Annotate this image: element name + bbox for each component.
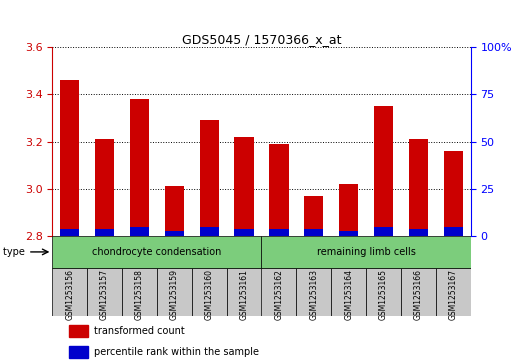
Bar bbox=[409, 139, 428, 236]
Text: GSM1253161: GSM1253161 bbox=[240, 269, 248, 321]
Text: GSM1253157: GSM1253157 bbox=[100, 269, 109, 321]
Text: chondrocyte condensation: chondrocyte condensation bbox=[92, 247, 222, 257]
Text: percentile rank within the sample: percentile rank within the sample bbox=[94, 347, 259, 357]
Text: GSM1253159: GSM1253159 bbox=[170, 269, 179, 321]
Bar bbox=[69, 346, 88, 358]
Bar bbox=[444, 227, 463, 236]
Bar bbox=[234, 137, 254, 236]
Bar bbox=[200, 121, 219, 236]
Bar bbox=[200, 227, 219, 236]
Bar bbox=[304, 229, 323, 236]
Bar bbox=[374, 106, 393, 236]
Bar bbox=[87, 268, 122, 316]
Bar bbox=[339, 231, 358, 236]
Bar bbox=[52, 268, 87, 316]
Text: GSM1253164: GSM1253164 bbox=[344, 269, 353, 321]
Bar bbox=[52, 236, 262, 268]
Bar bbox=[165, 187, 184, 236]
Text: GSM1253163: GSM1253163 bbox=[309, 269, 319, 321]
Bar bbox=[269, 229, 289, 236]
Bar bbox=[122, 268, 157, 316]
Bar bbox=[297, 268, 331, 316]
Text: GSM1253160: GSM1253160 bbox=[204, 269, 214, 321]
Bar bbox=[409, 229, 428, 236]
Bar bbox=[444, 151, 463, 236]
Bar bbox=[60, 229, 79, 236]
Text: GSM1253165: GSM1253165 bbox=[379, 269, 388, 321]
Bar bbox=[374, 227, 393, 236]
Text: transformed count: transformed count bbox=[94, 326, 185, 336]
Bar bbox=[339, 184, 358, 236]
Bar bbox=[69, 325, 88, 337]
Text: GSM1253162: GSM1253162 bbox=[275, 269, 283, 321]
Text: GSM1253156: GSM1253156 bbox=[65, 269, 74, 321]
Bar bbox=[436, 268, 471, 316]
Bar bbox=[60, 80, 79, 236]
Bar bbox=[331, 268, 366, 316]
Text: GSM1253158: GSM1253158 bbox=[135, 269, 144, 321]
Bar bbox=[304, 196, 323, 236]
Text: GSM1253166: GSM1253166 bbox=[414, 269, 423, 321]
Text: remaining limb cells: remaining limb cells bbox=[316, 247, 416, 257]
Bar bbox=[262, 268, 297, 316]
Title: GDS5045 / 1570366_x_at: GDS5045 / 1570366_x_at bbox=[182, 33, 341, 46]
Bar bbox=[130, 227, 149, 236]
Bar bbox=[192, 268, 226, 316]
Bar bbox=[262, 236, 471, 268]
Bar bbox=[130, 99, 149, 236]
Bar bbox=[226, 268, 262, 316]
Bar bbox=[95, 139, 114, 236]
Bar bbox=[269, 144, 289, 236]
Text: cell type: cell type bbox=[0, 247, 25, 257]
Bar bbox=[234, 229, 254, 236]
Bar bbox=[165, 231, 184, 236]
Text: GSM1253167: GSM1253167 bbox=[449, 269, 458, 321]
Bar bbox=[366, 268, 401, 316]
Bar bbox=[157, 268, 192, 316]
Bar bbox=[95, 229, 114, 236]
Bar bbox=[401, 268, 436, 316]
